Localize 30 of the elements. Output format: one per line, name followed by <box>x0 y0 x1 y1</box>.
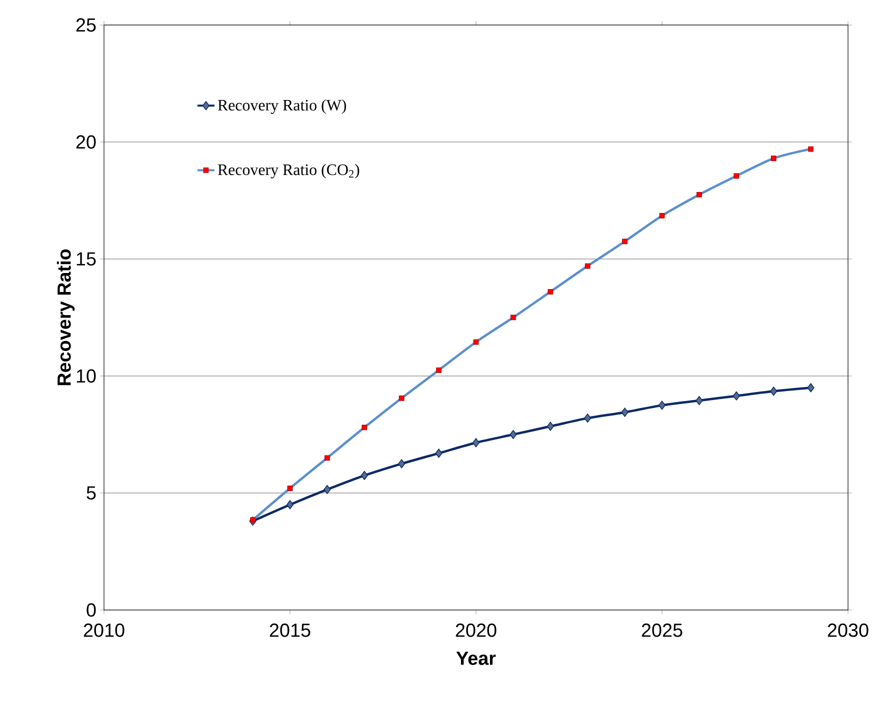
point <box>435 448 442 458</box>
y-tick-label: 10 <box>76 369 96 383</box>
point <box>286 500 294 510</box>
point <box>398 459 406 468</box>
y-tick-label: 5 <box>86 486 96 500</box>
point <box>360 470 368 480</box>
legend-label: Recovery Ratio (W) <box>218 99 346 114</box>
x-axis-title: Year <box>456 652 496 665</box>
y-axis-title: Recovery Ratio <box>56 249 75 386</box>
x-tick-label: 2020 <box>456 624 496 637</box>
x-tick-label: 2025 <box>642 624 682 637</box>
x-tick-label: 2010 <box>84 624 124 637</box>
point <box>770 386 778 396</box>
y-tick-label: 20 <box>76 135 96 149</box>
point <box>546 422 554 431</box>
point <box>658 400 666 410</box>
point <box>324 484 331 494</box>
x-tick-label: 2030 <box>828 624 868 637</box>
point <box>807 383 814 392</box>
point <box>510 430 517 440</box>
y-tick-label: 15 <box>76 252 96 266</box>
y-tick-label: 0 <box>86 603 96 617</box>
x-tick-label: 2015 <box>270 624 310 637</box>
y-tick-label: 25 <box>76 18 96 32</box>
legend-label: Recovery Ratio (CO$_{2}$) <box>218 164 360 178</box>
point <box>472 438 480 448</box>
point <box>621 408 628 417</box>
point <box>732 391 740 400</box>
point <box>584 414 592 423</box>
point <box>696 396 703 406</box>
